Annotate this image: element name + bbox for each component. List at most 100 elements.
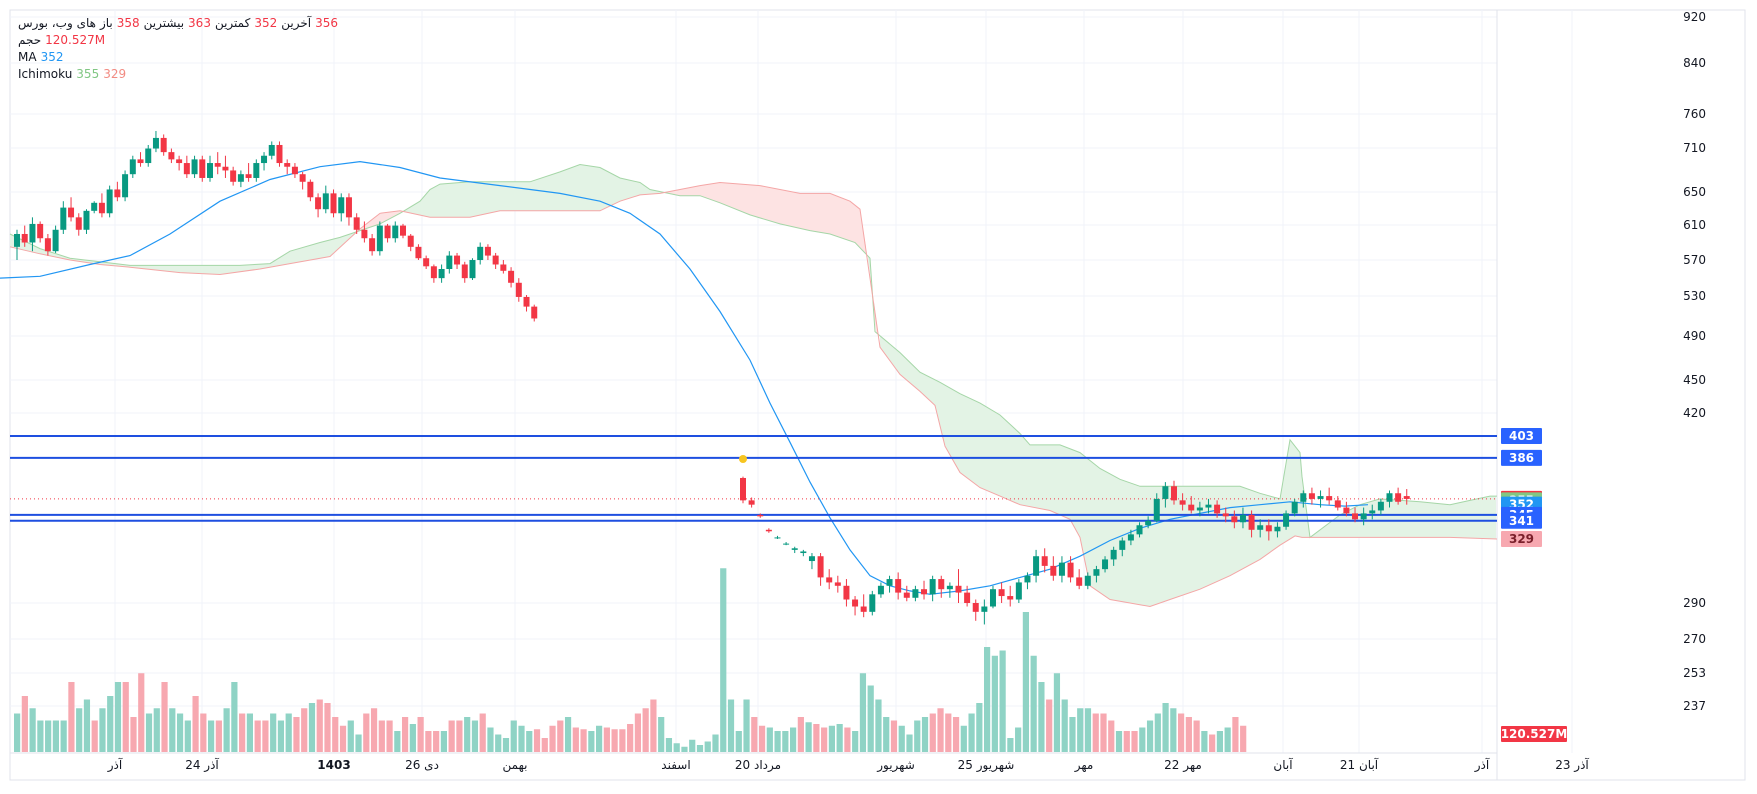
volume-bar xyxy=(844,727,851,752)
volume-bar xyxy=(200,713,207,752)
candle-body xyxy=(1265,525,1272,532)
legend-close: 356 xyxy=(315,16,338,30)
y-tick-label: 610 xyxy=(1683,218,1706,232)
candle-body xyxy=(1300,493,1307,502)
candle-body xyxy=(1343,507,1350,514)
candle-body xyxy=(446,255,453,269)
volume-bar xyxy=(704,741,711,752)
volume-bar xyxy=(285,713,292,752)
volume-bar xyxy=(254,720,261,752)
candle-body xyxy=(37,223,44,239)
volume-bar xyxy=(114,682,122,752)
candle-body xyxy=(903,592,910,598)
volume-bar xyxy=(37,720,44,752)
volume-bar xyxy=(658,717,665,752)
volume-bar xyxy=(712,734,719,752)
candle-body xyxy=(454,255,461,265)
volume-bar xyxy=(952,717,960,752)
candle-body xyxy=(330,193,337,214)
candle-body xyxy=(129,159,136,175)
volume-bar xyxy=(502,738,510,752)
candle-body xyxy=(430,266,437,279)
candle-body xyxy=(1386,493,1393,502)
legend-high-label: بیشترین xyxy=(143,16,185,30)
candle-body xyxy=(222,166,229,171)
volume-bar xyxy=(1170,708,1177,752)
volume-bar xyxy=(1162,703,1169,752)
volume-bar xyxy=(673,743,680,752)
y-tick-label: 270 xyxy=(1683,632,1706,646)
volume-bar xyxy=(107,696,114,752)
candle-body xyxy=(1076,577,1083,586)
volume-bar xyxy=(347,720,354,752)
volume-bar xyxy=(277,720,285,752)
price-axis[interactable]: 920 840 760 710 650 610 570 530 490 450 420 290 270 2… xyxy=(1683,10,1706,713)
candle-body xyxy=(921,589,928,595)
volume-bar xyxy=(1178,713,1185,752)
candle-body xyxy=(168,152,175,160)
volume-bar xyxy=(402,717,409,752)
volume-bar xyxy=(991,655,998,752)
candle-body xyxy=(1067,562,1074,578)
volume-bar xyxy=(1123,731,1130,752)
volume-bar xyxy=(332,717,339,752)
candle-body xyxy=(91,202,98,211)
volume-bar xyxy=(1030,655,1037,752)
volume-bar xyxy=(875,699,882,752)
volume-bar xyxy=(487,727,494,752)
legend-volume-row: حجم 120.527M xyxy=(18,32,338,49)
volume-bar xyxy=(1038,682,1045,752)
volume-bar xyxy=(215,720,222,752)
legend-ohlc-row: های وب، بورس باز 358 بیشترین 363 کمترین 352… xyxy=(18,15,338,32)
y-tick-label: 920 xyxy=(1683,10,1706,24)
candle-body xyxy=(492,255,499,265)
candle-body xyxy=(1317,496,1324,499)
candle-body xyxy=(1274,526,1281,532)
candle-body xyxy=(44,238,51,252)
candle-body xyxy=(207,163,213,178)
candle-body xyxy=(415,246,422,259)
candle-body xyxy=(1058,562,1065,576)
volume-bar xyxy=(464,717,471,752)
volume-bar xyxy=(1015,727,1022,752)
candle-body xyxy=(400,225,406,236)
legend-ichimoku-row[interactable]: Ichimoku 355 329 xyxy=(18,66,338,83)
candle-body xyxy=(1179,500,1186,505)
volume-bar xyxy=(937,708,944,752)
candle-body xyxy=(757,514,764,517)
volume-bar xyxy=(293,717,300,752)
volume-bar xyxy=(1053,673,1061,752)
volume-bar xyxy=(68,682,75,752)
legend-volume: 120.527M xyxy=(45,33,106,47)
candle-body xyxy=(774,537,781,539)
candle-body xyxy=(469,260,476,279)
volume-bar xyxy=(859,673,867,752)
candle-body xyxy=(1291,501,1298,514)
volume-bar xyxy=(192,696,199,752)
candle-body xyxy=(740,477,746,501)
legend-ma-row[interactable]: MA 352 xyxy=(18,49,338,66)
candle-body xyxy=(106,189,113,214)
candle-body xyxy=(929,579,936,595)
volume-bar xyxy=(386,720,393,752)
time-axis[interactable]: آذر 24 آذر 1403 26 دی بهمن اسفند 20 مرداد شهریو… xyxy=(107,757,1590,773)
y-tick-label: 760 xyxy=(1683,107,1706,121)
candle-body xyxy=(21,233,28,243)
candle-body xyxy=(912,589,919,598)
y-tick-label: 290 xyxy=(1683,596,1706,610)
span-a-line xyxy=(9,163,1497,539)
volume-bar xyxy=(976,703,983,752)
candle-body xyxy=(98,202,105,214)
x-tick-label: آبان xyxy=(1273,757,1293,772)
candle-body xyxy=(369,238,376,252)
candle-body xyxy=(1024,575,1031,583)
candle-body xyxy=(338,197,345,214)
volume-bar xyxy=(456,720,463,752)
candle-body xyxy=(237,174,244,182)
price-badge-label: 329 xyxy=(1509,532,1534,546)
legend-high: 363 xyxy=(188,16,211,30)
candle-body xyxy=(68,207,75,218)
legend-volume-label: حجم xyxy=(18,33,42,47)
volume-bar xyxy=(665,738,673,752)
